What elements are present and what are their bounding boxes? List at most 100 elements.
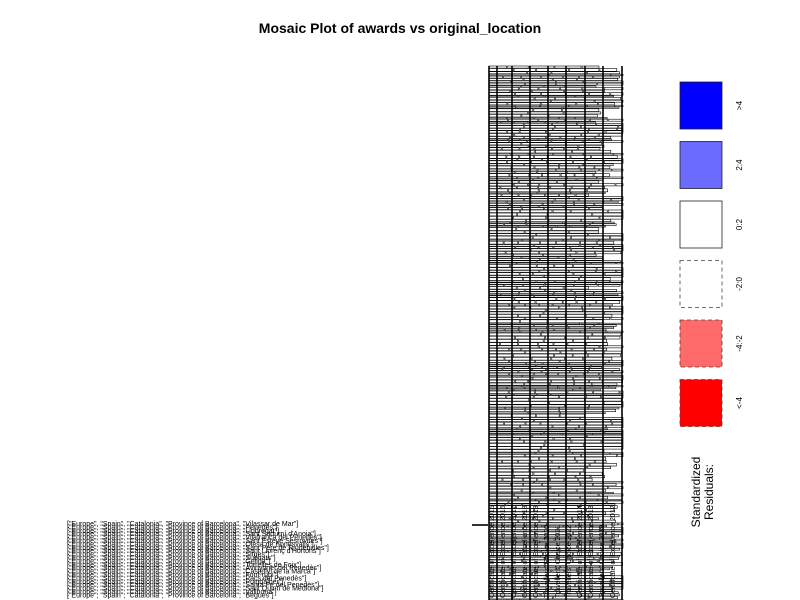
mosaic-cell [575,193,589,197]
location-label: ["Europe", "Spain", "Catalonia", "Provin… [67,531,316,538]
mosaic-cell [596,282,623,285]
mosaic-cell [559,163,583,166]
mosaic-cell [569,270,596,273]
mosaic-cell [563,524,577,528]
mosaic-cell [488,330,521,333]
mosaic-cell [523,526,559,530]
mosaic-cell [534,508,555,512]
mosaic-cell [586,466,611,469]
mosaic-cell [488,300,519,304]
mosaic-cell [529,173,542,177]
mosaic-cell [594,291,624,294]
mosaic-cell [516,540,540,543]
mosaic-cell [533,244,580,247]
mosaic-cell [592,293,619,296]
mosaic-cell [534,388,574,391]
mosaic-cell [507,188,539,193]
mosaic-cell [519,209,553,213]
mosaic-cell [586,508,615,512]
mosaic-cell [546,136,561,139]
mosaic-cell [533,471,555,476]
mosaic-cell [567,390,593,394]
mosaic-cell [488,314,518,318]
mosaic-cell [488,401,549,405]
mosaic-cell [569,104,587,107]
mosaic-cell [578,198,611,202]
mosaic-cell [545,536,576,539]
mosaic-cell [547,262,569,265]
mosaic-cell [521,488,577,493]
mosaic-cell [572,556,595,560]
mosaic-cell [551,227,599,231]
mosaic-cell [552,138,574,141]
award-label: Travellers' Choice 2021 [555,525,562,598]
mosaic-cell [560,136,575,139]
mosaic-cell [538,449,570,453]
mosaic-cell [593,347,607,351]
legend-label: 2:4 [735,159,744,171]
mosaic-cell [556,168,581,172]
mosaic-cell [616,262,624,265]
mosaic-cell [509,567,526,571]
mosaic-cell [582,87,604,91]
location-label: ["Europe", "Spain", "Catalonia", "Provin… [67,572,278,579]
mosaic-cell [503,240,518,245]
mosaic-cell [586,350,604,354]
mosaic-cell [488,493,514,497]
mosaic-cell [599,216,624,220]
mosaic-cell [488,291,519,294]
mosaic-cell [488,483,511,487]
mosaic-cell [531,368,546,371]
mosaic-cell [507,565,538,568]
mosaic-cell [524,453,553,457]
mosaic-cell [573,376,601,381]
mosaic-cell [560,173,575,177]
mosaic-cell [518,95,545,98]
mosaic-cell [488,104,515,107]
mosaic-cell [588,514,620,518]
mosaic-cell [573,258,603,261]
mosaic-cell [536,260,576,263]
mosaic-cell [512,353,531,358]
mosaic-cell [560,550,578,553]
mosaic-cell [488,409,526,412]
mosaic-cell [556,82,597,86]
mosaic-cell [571,186,589,189]
mosaic-cell [577,123,596,126]
mosaic-cell [559,466,587,469]
mosaic-cell [578,542,624,546]
mosaic-cell [507,524,526,528]
mosaic-cell [590,223,603,226]
mosaic-cell [488,85,521,88]
mosaic-cell [603,200,619,204]
mosaic-cell [551,356,565,361]
mosaic-cell [612,370,624,373]
mosaic-cell [562,108,600,112]
mosaic-cell [488,303,509,307]
legend-label: -4:-2 [735,335,744,352]
mosaic-cell [545,282,596,285]
mosaic-cell [539,270,570,273]
mosaic-cell [546,216,566,220]
mosaic-cell [557,317,594,320]
mosaic-cell [514,498,536,501]
mosaic-cell [488,230,525,234]
mosaic-cell [518,193,532,197]
mosaic-cell [518,519,540,523]
mosaic-cell [535,300,563,304]
mosaic-cell [532,376,573,381]
mosaic-cell [488,277,523,281]
mosaic-cell [606,424,624,429]
mosaic-cell [564,569,577,573]
mosaic-cell [530,529,590,532]
mosaic-cell [488,253,513,257]
mosaic-cell [562,300,577,304]
mosaic-cell [565,223,590,226]
mosaic-cell [560,411,606,415]
mosaic-cell [604,160,624,164]
mosaic-cell [488,437,521,441]
mosaic-cell [583,356,613,361]
mosaic-cell [547,319,603,324]
mosaic-cell [604,431,624,434]
